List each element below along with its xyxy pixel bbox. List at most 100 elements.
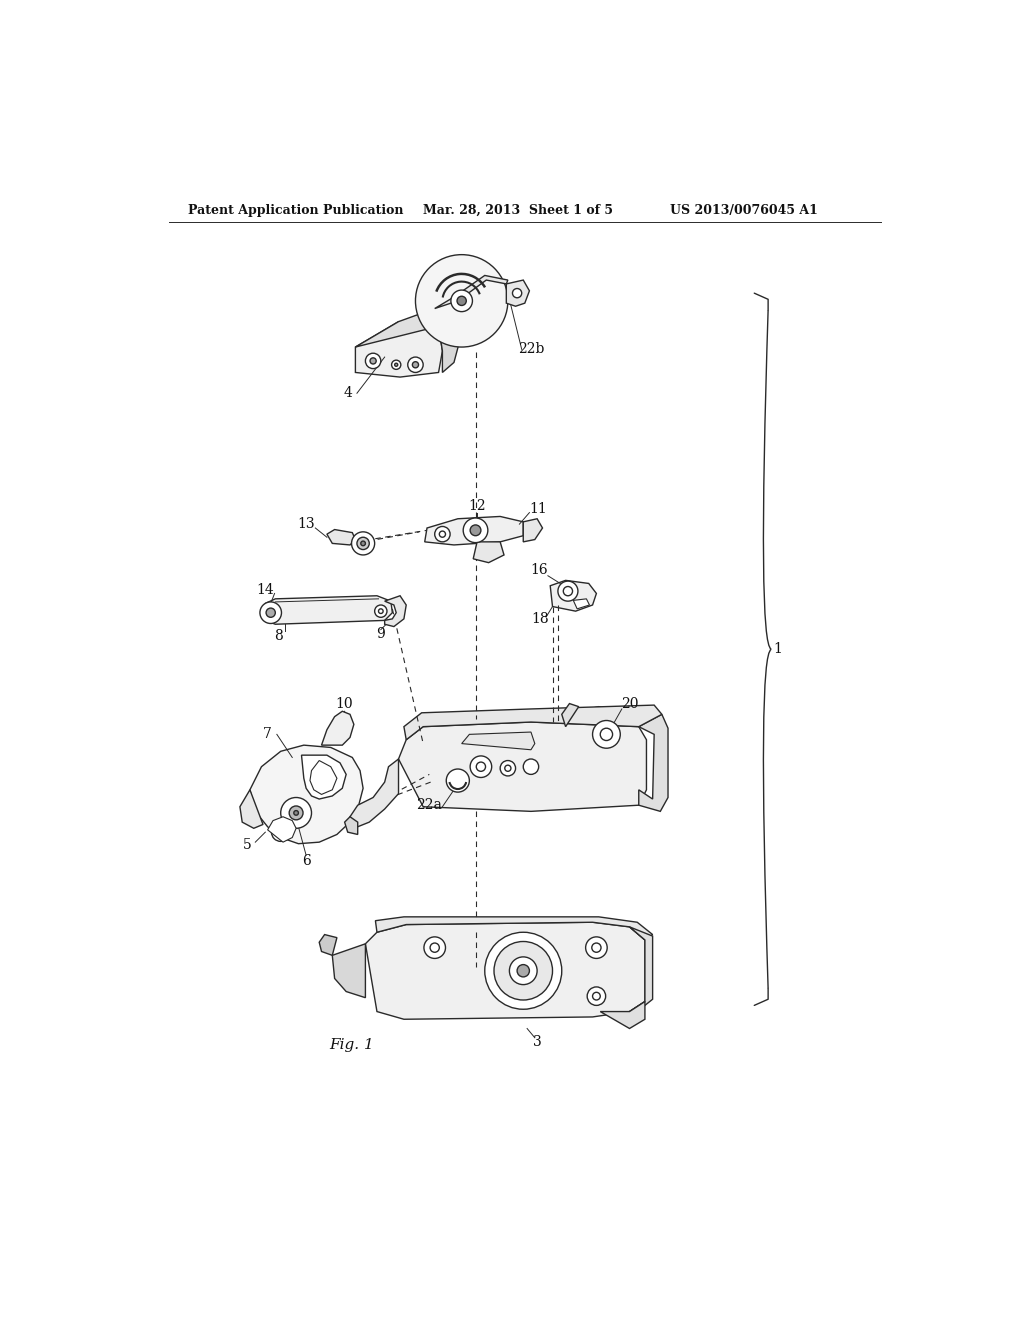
Circle shape bbox=[457, 296, 466, 305]
Circle shape bbox=[494, 941, 553, 1001]
PathPatch shape bbox=[261, 595, 392, 624]
Circle shape bbox=[586, 937, 607, 958]
Text: US 2013/0076045 A1: US 2013/0076045 A1 bbox=[670, 205, 817, 218]
PathPatch shape bbox=[565, 706, 639, 760]
Text: 7: 7 bbox=[263, 727, 272, 742]
Circle shape bbox=[351, 532, 375, 554]
Circle shape bbox=[512, 289, 521, 298]
PathPatch shape bbox=[639, 714, 668, 812]
PathPatch shape bbox=[350, 759, 398, 826]
Text: 3: 3 bbox=[532, 1035, 542, 1049]
PathPatch shape bbox=[523, 519, 543, 543]
PathPatch shape bbox=[385, 595, 407, 627]
Circle shape bbox=[505, 766, 511, 771]
PathPatch shape bbox=[403, 705, 662, 739]
Circle shape bbox=[408, 358, 423, 372]
PathPatch shape bbox=[600, 1002, 645, 1028]
Text: Mar. 28, 2013  Sheet 1 of 5: Mar. 28, 2013 Sheet 1 of 5 bbox=[423, 205, 613, 218]
Circle shape bbox=[600, 729, 612, 741]
PathPatch shape bbox=[435, 276, 508, 309]
Text: 5: 5 bbox=[244, 838, 252, 853]
Text: 13: 13 bbox=[297, 517, 315, 531]
PathPatch shape bbox=[398, 722, 646, 812]
Circle shape bbox=[289, 807, 303, 820]
Circle shape bbox=[500, 760, 515, 776]
Circle shape bbox=[476, 762, 485, 771]
Circle shape bbox=[592, 942, 601, 952]
Circle shape bbox=[260, 602, 282, 623]
Text: 9: 9 bbox=[377, 627, 385, 642]
PathPatch shape bbox=[301, 755, 346, 799]
Text: 16: 16 bbox=[529, 564, 548, 577]
Text: 22b: 22b bbox=[518, 342, 544, 356]
Text: 11: 11 bbox=[529, 502, 548, 516]
PathPatch shape bbox=[355, 322, 442, 378]
PathPatch shape bbox=[425, 516, 523, 545]
Circle shape bbox=[360, 541, 366, 545]
Circle shape bbox=[593, 721, 621, 748]
PathPatch shape bbox=[250, 744, 364, 843]
Circle shape bbox=[375, 605, 387, 618]
Circle shape bbox=[430, 942, 439, 952]
Circle shape bbox=[271, 822, 290, 841]
Circle shape bbox=[416, 255, 508, 347]
Text: Patent Application Publication: Patent Application Publication bbox=[188, 205, 403, 218]
Circle shape bbox=[424, 937, 445, 958]
PathPatch shape bbox=[267, 817, 296, 842]
Circle shape bbox=[509, 957, 538, 985]
Circle shape bbox=[394, 363, 397, 367]
Circle shape bbox=[435, 527, 451, 543]
PathPatch shape bbox=[438, 313, 460, 372]
PathPatch shape bbox=[462, 733, 535, 750]
Circle shape bbox=[463, 517, 487, 543]
PathPatch shape bbox=[506, 280, 529, 306]
Circle shape bbox=[266, 609, 275, 618]
PathPatch shape bbox=[240, 789, 263, 829]
Text: 12: 12 bbox=[468, 499, 485, 513]
Text: 6: 6 bbox=[302, 854, 310, 867]
PathPatch shape bbox=[573, 599, 590, 609]
Circle shape bbox=[563, 586, 572, 595]
PathPatch shape bbox=[376, 917, 652, 940]
Circle shape bbox=[379, 609, 383, 614]
Circle shape bbox=[517, 965, 529, 977]
Circle shape bbox=[451, 290, 472, 312]
Text: 10: 10 bbox=[336, 697, 353, 710]
PathPatch shape bbox=[473, 543, 504, 562]
PathPatch shape bbox=[630, 927, 652, 1011]
PathPatch shape bbox=[550, 581, 596, 611]
Circle shape bbox=[523, 759, 539, 775]
Circle shape bbox=[391, 360, 400, 370]
PathPatch shape bbox=[327, 529, 355, 545]
Circle shape bbox=[413, 362, 419, 368]
Text: Fig. 1: Fig. 1 bbox=[330, 1039, 374, 1052]
Text: 22a: 22a bbox=[417, 799, 442, 812]
Circle shape bbox=[357, 537, 370, 549]
Circle shape bbox=[370, 358, 376, 364]
Text: 8: 8 bbox=[274, 628, 283, 643]
PathPatch shape bbox=[310, 760, 337, 795]
Text: 14: 14 bbox=[256, 582, 274, 597]
Text: 1: 1 bbox=[773, 643, 781, 656]
Circle shape bbox=[558, 581, 578, 601]
PathPatch shape bbox=[345, 817, 357, 834]
PathPatch shape bbox=[562, 704, 579, 726]
PathPatch shape bbox=[319, 935, 337, 956]
Text: 20: 20 bbox=[621, 697, 638, 710]
Circle shape bbox=[294, 810, 298, 816]
Circle shape bbox=[281, 797, 311, 829]
PathPatch shape bbox=[366, 923, 645, 1019]
Circle shape bbox=[470, 525, 481, 536]
Circle shape bbox=[470, 756, 492, 777]
PathPatch shape bbox=[333, 944, 366, 998]
Circle shape bbox=[446, 770, 469, 792]
PathPatch shape bbox=[322, 711, 354, 744]
Text: 4: 4 bbox=[343, 387, 352, 400]
Circle shape bbox=[439, 531, 445, 537]
Circle shape bbox=[593, 993, 600, 1001]
Text: 18: 18 bbox=[531, 612, 549, 626]
Circle shape bbox=[587, 987, 605, 1006]
Circle shape bbox=[366, 354, 381, 368]
Circle shape bbox=[484, 932, 562, 1010]
PathPatch shape bbox=[355, 309, 454, 347]
